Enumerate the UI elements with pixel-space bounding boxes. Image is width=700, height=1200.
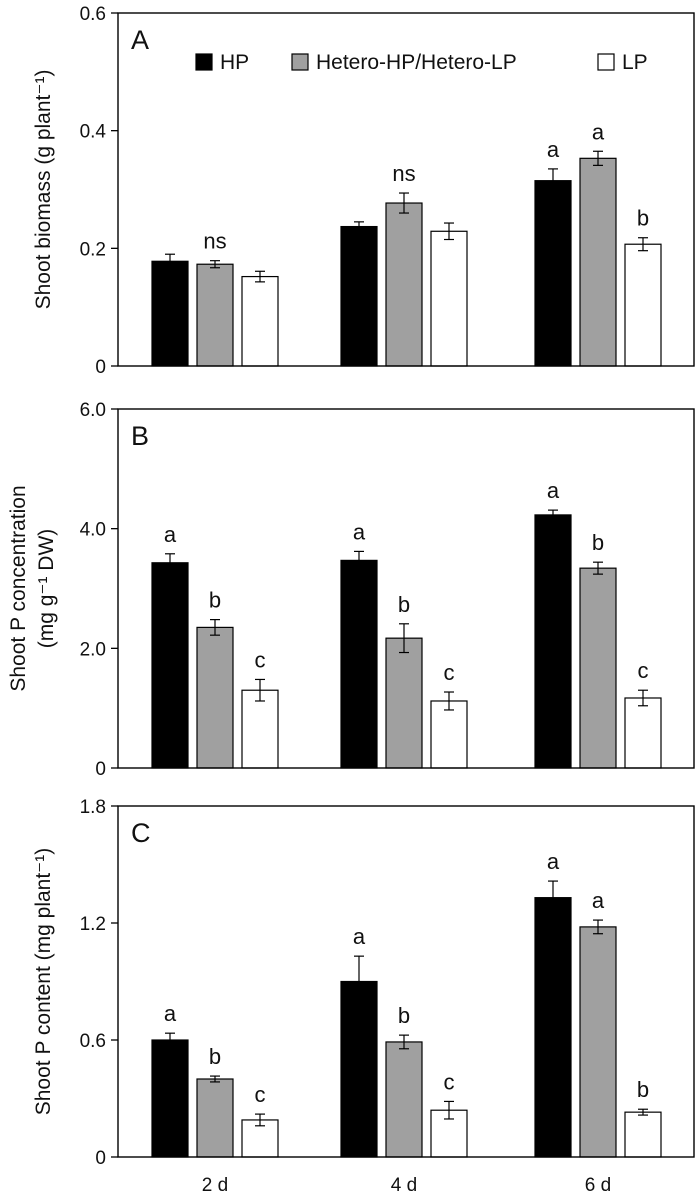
- significance-label: a: [353, 924, 366, 949]
- x-tick-label: 6 d: [585, 1175, 611, 1196]
- bar: [534, 897, 572, 1158]
- bar: [196, 626, 234, 769]
- legend-label: HP: [220, 51, 249, 74]
- significance-label: b: [398, 1003, 410, 1028]
- panel-c: 0 0.6 1.2 1.8 Shoot P content (mg plant⁻¹) a b…: [32, 797, 695, 1196]
- legend-swatch: [291, 53, 309, 71]
- panel-b: 0 2.0 4.0 6.0 Shoot P concentration (mg g⁻¹ D…: [7, 400, 695, 780]
- x-tick-label: 2 d: [202, 1175, 228, 1196]
- panel-letter: B: [131, 421, 149, 451]
- bar: [430, 700, 468, 769]
- bar: [151, 1039, 189, 1158]
- significance-label: a: [547, 137, 560, 162]
- significance-label: a: [164, 1001, 177, 1026]
- bar: [579, 157, 617, 367]
- bar: [624, 697, 662, 769]
- significance-label: c: [444, 660, 455, 685]
- significance-label: a: [164, 522, 177, 547]
- bar: [385, 1041, 423, 1158]
- significance-label: b: [398, 592, 410, 617]
- bar: [340, 559, 378, 769]
- legend-item: LP: [597, 51, 648, 74]
- bar: [196, 263, 234, 367]
- y-axis-title: Shoot biomass (g plant⁻¹): [32, 70, 55, 310]
- y-tick-label: 2.0: [80, 639, 106, 660]
- y-axis-title: Shoot P concentration: [7, 485, 30, 691]
- bar: [430, 230, 468, 367]
- y-tick-label: 4.0: [80, 520, 106, 541]
- y-tick-label: 0.2: [80, 239, 106, 260]
- y-tick-label: 0.6: [80, 4, 106, 25]
- bar: [579, 926, 617, 1158]
- bar: [534, 180, 572, 367]
- y-tick-label: 0: [95, 759, 106, 780]
- bar: [196, 1078, 234, 1158]
- significance-label: a: [547, 849, 560, 874]
- bar: [385, 202, 423, 367]
- y-axis-title: (mg g⁻¹ DW): [35, 529, 58, 649]
- legend-swatch: [597, 53, 615, 71]
- significance-label: a: [353, 519, 366, 544]
- bar: [534, 514, 572, 769]
- bar: [340, 980, 378, 1158]
- y-axis-title: Shoot P content (mg plant⁻¹): [32, 848, 55, 1116]
- bar: [151, 260, 189, 367]
- significance-label: c: [255, 1082, 266, 1107]
- y-tick-label: 0.6: [80, 1031, 106, 1052]
- bar: [385, 637, 423, 769]
- bar: [624, 1111, 662, 1158]
- significance-label: ns: [392, 161, 415, 186]
- significance-label: a: [592, 888, 605, 913]
- significance-label: c: [255, 647, 266, 672]
- bar: [624, 243, 662, 367]
- legend-swatch: [195, 53, 213, 71]
- bar: [241, 689, 279, 769]
- bar: [241, 275, 279, 367]
- y-tick-label: 1.8: [80, 797, 106, 818]
- bar: [579, 567, 617, 769]
- legend-label: Hetero-HP/Hetero-LP: [316, 51, 517, 74]
- significance-label: a: [547, 478, 560, 503]
- y-tick-label: 0: [95, 1148, 106, 1169]
- x-tick-label: 4 d: [391, 1175, 417, 1196]
- significance-label: a: [592, 119, 605, 144]
- significance-label: c: [638, 658, 649, 683]
- plot-frame: [117, 805, 695, 1158]
- significance-label: b: [592, 530, 604, 555]
- significance-label: ns: [203, 229, 226, 254]
- plot-frame: [117, 408, 695, 769]
- panel-letter: A: [131, 25, 149, 55]
- bar: [340, 225, 378, 367]
- y-tick-label: 6.0: [80, 400, 106, 421]
- significance-label: c: [444, 1069, 455, 1094]
- legend-label: LP: [622, 51, 648, 74]
- y-tick-label: 0.4: [80, 122, 107, 143]
- plot-frame: [117, 12, 695, 367]
- y-tick-label: 1.2: [80, 914, 106, 935]
- panel-letter: C: [131, 818, 151, 848]
- y-tick-label: 0: [95, 357, 106, 378]
- bar: [151, 562, 189, 769]
- significance-label: b: [637, 1077, 649, 1102]
- legend-item: Hetero-HP/Hetero-LP: [291, 51, 517, 74]
- significance-label: b: [209, 588, 221, 613]
- significance-label: b: [209, 1044, 221, 1069]
- legend-item: HP: [195, 51, 249, 74]
- legend: HP Hetero-HP/Hetero-LP LP: [195, 51, 648, 74]
- panel-a: 0 0.2 0.4 0.6 Shoot biomass (g plant⁻¹) ns ns a…: [32, 4, 695, 378]
- significance-label: b: [637, 206, 649, 231]
